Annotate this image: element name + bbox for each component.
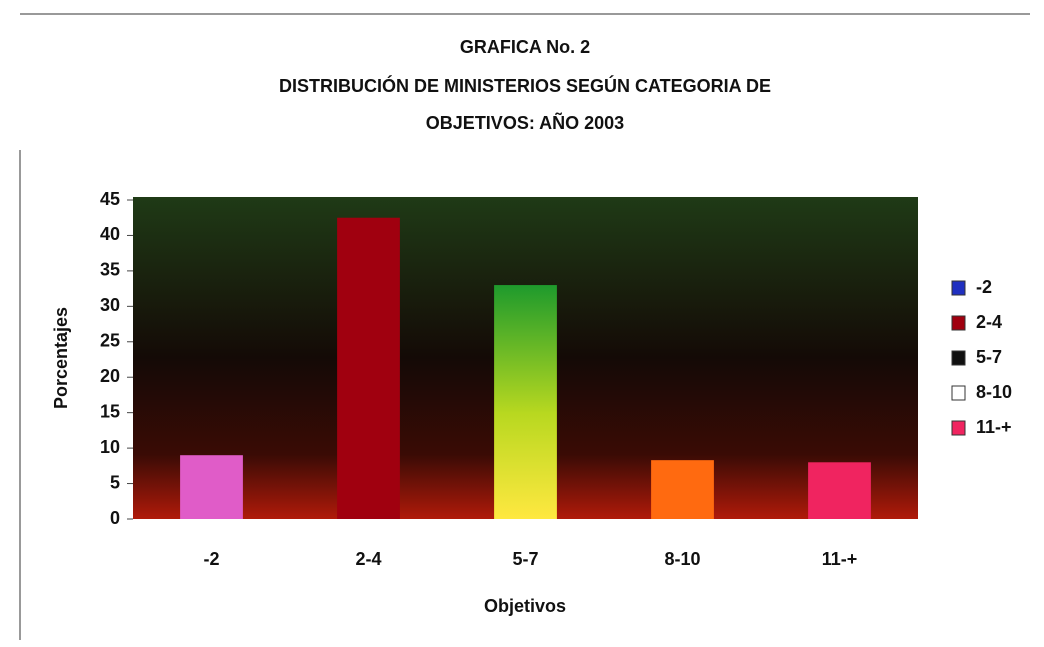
- y-tick-label: 20: [100, 366, 120, 386]
- bar: [808, 462, 871, 519]
- y-tick-label: 15: [100, 401, 120, 421]
- y-tick-label: 40: [100, 224, 120, 244]
- bar: [337, 217, 400, 519]
- legend-label: 11-+: [976, 417, 1012, 437]
- y-axis-label: Porcentajes: [51, 307, 71, 409]
- bar: [651, 460, 714, 519]
- x-axis-label: Objetivos: [484, 596, 566, 616]
- legend-swatch: [951, 280, 966, 296]
- legend-swatch: [951, 350, 966, 366]
- bar: [180, 455, 243, 519]
- x-tick-label: 11-+: [822, 549, 858, 569]
- y-tick-label: 0: [110, 508, 120, 528]
- x-tick-label: 8-10: [664, 549, 700, 569]
- legend-label: 2-4: [976, 312, 1002, 332]
- legend-swatch: [951, 315, 966, 331]
- bar: [494, 285, 557, 519]
- chart-title: DISTRIBUCIÓN DE MINISTERIOS SEGÚN CATEGO…: [279, 75, 771, 96]
- legend-label: 8-10: [976, 382, 1012, 402]
- y-tick-label: 35: [100, 260, 120, 280]
- y-tick-label: 30: [100, 295, 120, 315]
- x-tick-label: 5-7: [512, 549, 538, 569]
- x-tick-label: 2-4: [355, 549, 381, 569]
- chart-title: GRAFICA No. 2: [460, 37, 590, 57]
- legend-swatch: [951, 385, 966, 401]
- chart-title: OBJETIVOS: AÑO 2003: [426, 112, 624, 133]
- y-tick-label: 10: [100, 437, 120, 457]
- legend-label: 5-7: [976, 347, 1002, 367]
- y-tick-label: 45: [100, 189, 120, 209]
- legend-swatch: [951, 420, 966, 436]
- legend-label: -2: [976, 277, 992, 297]
- x-tick-label: -2: [203, 549, 219, 569]
- y-tick-label: 5: [110, 472, 120, 492]
- y-tick-label: 25: [100, 331, 120, 351]
